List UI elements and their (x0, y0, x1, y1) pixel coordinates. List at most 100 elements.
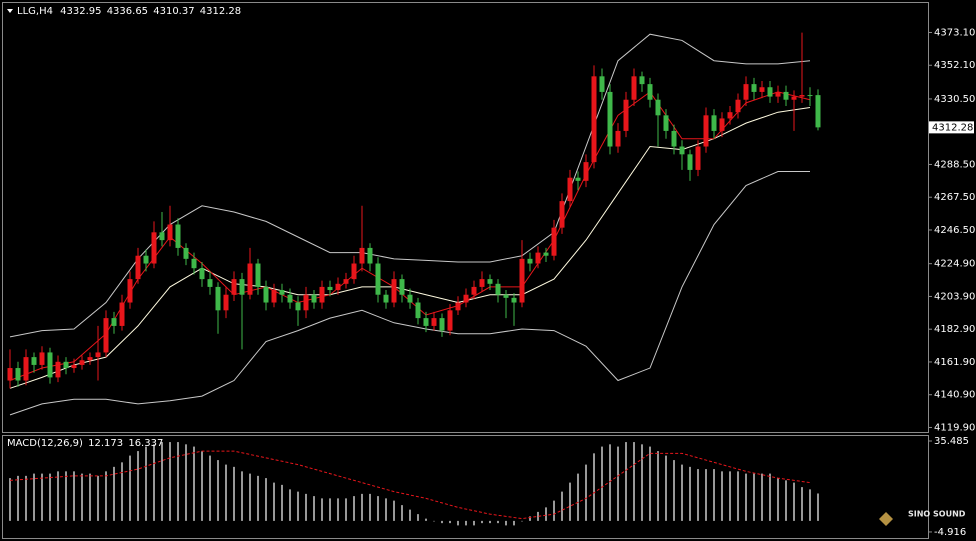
y-tick-label: 4373.10 (934, 27, 975, 38)
macd-bar (33, 473, 35, 521)
macd-bar (465, 520, 467, 526)
last-price-label: 4312.28 (932, 122, 973, 133)
candle-body (391, 279, 397, 303)
macd-bar (313, 496, 315, 521)
macd-bar (73, 471, 75, 521)
candle-body (455, 302, 461, 311)
candle-body (447, 310, 453, 331)
candle-body (727, 112, 733, 119)
watermark-logo: SINO SOUND (879, 510, 966, 526)
candle-body (367, 247, 373, 264)
macd-bar (713, 469, 715, 521)
candle-body (791, 96, 797, 100)
candle-body (415, 302, 421, 319)
candle-body (607, 91, 613, 147)
candle-body (199, 268, 205, 280)
macd-bar (385, 498, 387, 521)
candle-body (55, 361, 61, 378)
candle-body (711, 115, 717, 131)
candle-body (231, 279, 237, 295)
macd-bar (553, 500, 555, 521)
macd-bar (489, 520, 491, 524)
macd-bar (393, 500, 395, 521)
macd-bar (641, 444, 643, 521)
macd-bar (217, 460, 219, 521)
macd-bar (817, 493, 819, 521)
macd-bar (657, 451, 659, 521)
macd-bar (233, 466, 235, 521)
candle-body (303, 294, 309, 311)
macd-label: MACD(12,26,9) (7, 438, 83, 449)
macd-bar (289, 489, 291, 521)
candle-body (535, 252, 541, 264)
candle-body (375, 263, 381, 295)
macd-bar (449, 520, 451, 524)
macd-bar (17, 475, 19, 521)
candle-body (135, 255, 141, 280)
macd-bar (49, 473, 51, 521)
candle-body (79, 360, 85, 365)
candle-body (783, 91, 789, 100)
macd-bar (225, 464, 227, 521)
y-tick-label: 4140.90 (934, 390, 975, 401)
menu-arrow-icon[interactable] (7, 9, 13, 13)
candle-body (175, 224, 181, 248)
candle-body (735, 99, 741, 113)
candle-body (503, 294, 509, 298)
macd-bar (529, 516, 531, 521)
symbol: LLG,H4 (17, 6, 53, 17)
macd-bar (257, 475, 259, 521)
y-tick-label: 4288.50 (934, 159, 975, 170)
candle-body (143, 255, 149, 264)
macd-bar (809, 489, 811, 521)
macd-bar (249, 473, 251, 521)
candle-body (95, 352, 101, 358)
macd-bar (497, 520, 499, 524)
macd-histogram (9, 442, 819, 526)
header-high: 4336.65 (107, 6, 148, 17)
candle-body (591, 76, 597, 163)
macd-bar (201, 451, 203, 521)
macd-bar (369, 493, 371, 521)
macd-bar (209, 455, 211, 521)
macd-bar (761, 473, 763, 521)
macd-bar (345, 498, 347, 521)
macd-bar (145, 446, 147, 521)
indicator-line (9, 33, 811, 338)
macd-bar (337, 498, 339, 521)
candle-body (703, 115, 709, 147)
macd-bar (9, 478, 11, 521)
candle-body (319, 286, 325, 303)
macd-bar (577, 473, 579, 521)
macd-bar (617, 446, 619, 521)
candle-body (119, 302, 125, 326)
macd-bar (97, 475, 99, 521)
candle-body (239, 279, 245, 295)
macd-bar (593, 453, 595, 521)
candle-body (575, 177, 581, 181)
macd-bar (801, 487, 803, 521)
candle-body (799, 95, 805, 97)
y-tick-label: 4330.50 (934, 94, 975, 105)
macd-bar (65, 471, 67, 521)
watermark-icon (879, 512, 893, 526)
candle-body (351, 263, 357, 280)
candle-body (543, 252, 549, 256)
candle-body (383, 294, 389, 303)
macd-bar (569, 482, 571, 521)
y-tick-label: 4182.90 (934, 324, 975, 335)
candle-body (487, 279, 493, 284)
candle-body (127, 279, 133, 303)
macd-bar (609, 444, 611, 521)
macd-bar (41, 473, 43, 521)
candle-body (71, 364, 77, 369)
macd-bar (169, 442, 171, 521)
macd-bar (785, 480, 787, 521)
header-close: 4312.28 (200, 6, 241, 17)
candle-body (551, 227, 557, 256)
candle-body (159, 232, 165, 241)
macd-bar (745, 473, 747, 521)
candle-body (623, 99, 629, 131)
candle-body (767, 87, 773, 97)
candle-body (111, 318, 117, 326)
